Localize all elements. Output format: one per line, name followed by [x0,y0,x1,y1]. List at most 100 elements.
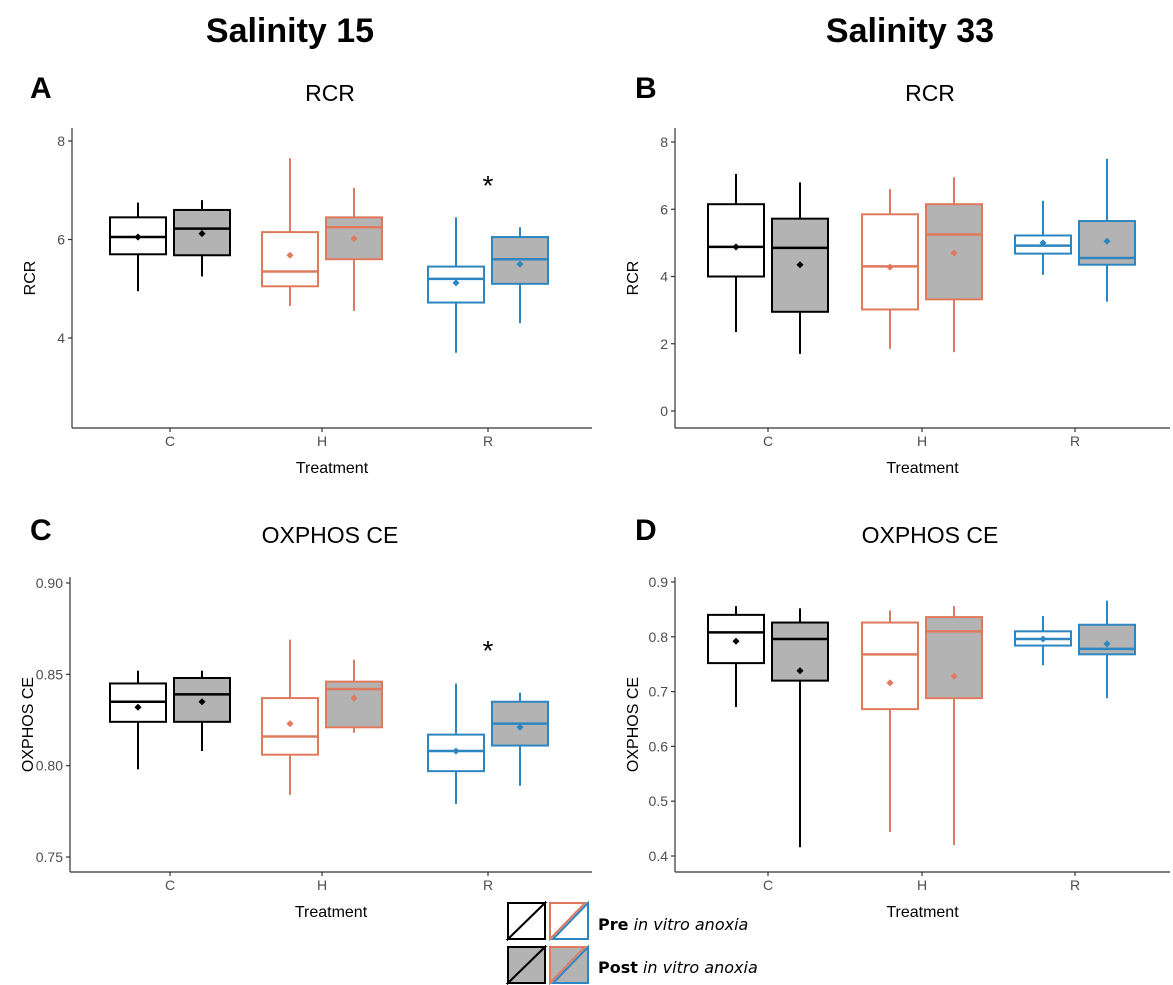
chart-panel-c: 0.75 0.80 0.85 0.90 C H R Treatment OXPHOS CE * [20,575,592,921]
x-tick-label-h: H [317,877,327,893]
x-axis-label: Treatment [886,904,959,921]
box-r-pre [427,683,485,805]
x-tick-label-c: C [763,433,773,449]
legend-post-label: Post in vitro anoxia [598,958,758,977]
box-c-pre [109,202,167,292]
box-h-post [325,659,383,733]
y-tick-label: 0.80 [36,758,63,774]
legend-h-swatch [549,902,588,942]
y-tick-label: 4 [660,269,668,285]
mean-marker [134,233,142,241]
y-tick-label: 0 [660,403,668,419]
legend-pre-swatch [505,900,589,942]
y-tick-label: 0.90 [36,575,63,591]
mean-marker [350,234,358,243]
x-axis-label: Treatment [886,460,959,477]
legend-post-bold: Post [598,958,638,977]
x-tick-label-r: R [1070,433,1080,449]
legend-pre-italic: in vitro anoxia [633,915,749,934]
box-r-pre [427,217,485,353]
mean-marker [950,672,958,680]
mean-marker [950,249,958,257]
mean-marker [286,251,294,259]
legend-swatches [505,900,589,985]
y-tick-label: 2 [660,336,668,352]
y-axis-label: OXPHOS CE [625,677,642,772]
y-tick-label: 8 [57,133,65,149]
box-h-pre [861,610,919,832]
box-h-post [925,177,983,353]
box-h-pre [261,639,319,795]
box-c-post [771,608,829,848]
y-tick-label: 0.7 [649,684,669,700]
box-r-post [491,227,549,324]
mean-marker [732,243,740,251]
legend-c-swatch-back [505,944,546,984]
x-tick-label-h: H [317,433,327,449]
mean-marker [452,279,460,287]
y-tick-label: 4 [57,330,65,346]
legend-c-swatch-back [505,900,546,940]
mean-marker [198,230,206,238]
box-h-post [325,187,383,311]
mean-marker [796,667,804,675]
panel-letter-a: A [30,72,52,105]
mean-marker [198,698,206,706]
legend-pre-bold: Pre [598,915,629,934]
mean-marker [350,694,358,702]
y-tick-label: 0.75 [36,849,63,865]
y-tick-label: 6 [57,232,65,248]
significance-asterisk: * [483,635,494,666]
panel-letter-b: B [635,72,657,105]
box-c-pre [109,670,167,770]
box-r-post [1078,600,1136,699]
panel-letter-c: C [30,514,52,547]
chart-panel-d: 0.4 0.5 0.6 0.7 0.8 0.9 C H R Treatment OXPHOS CE [625,574,1170,921]
x-tick-label-h: H [917,877,927,893]
y-tick-label: 0.6 [649,738,669,754]
mean-marker [516,723,524,731]
left-heading: Salinity 15 [205,12,375,50]
iqr-box [861,213,919,311]
box-h-pre [861,189,919,349]
iqr-box [925,616,983,700]
panel-d-title: OXPHOS CE [861,522,999,548]
x-tick-label-c: C [165,877,175,893]
x-tick-label-r: R [483,433,493,449]
panel-c-title: OXPHOS CE [261,522,399,548]
box-r-post [491,692,549,786]
box-c-pre [707,606,765,707]
box-c-post [173,200,231,277]
legend-r-swatch [550,944,589,984]
box-r-pre [1014,615,1072,666]
y-axis-label: RCR [22,261,39,296]
y-axis-label: OXPHOS CE [20,677,37,772]
box-c-pre [707,173,765,332]
x-tick-label-c: C [763,877,773,893]
y-tick-label: 6 [660,201,668,217]
box-c-post [173,670,231,752]
x-axis-label: Treatment [295,904,368,921]
x-axis-label: Treatment [296,460,369,477]
significance-asterisk: * [483,170,494,201]
iqr-box [861,621,919,711]
mean-marker [886,679,894,687]
mean-marker [732,637,740,645]
box-r-pre [1014,200,1072,275]
iqr-box [427,733,485,773]
iqr-box [261,231,319,288]
x-tick-label-h: H [917,433,927,449]
x-tick-label-r: R [1070,877,1080,893]
panel-a-title: RCR [305,80,355,106]
box-h-pre [261,158,319,306]
chart-panel-a: 4 6 8 C H R Treatment RCR * [22,128,592,477]
legend-post-italic: in vitro anoxia [642,958,758,977]
mean-marker [452,747,460,755]
y-tick-label: 0.9 [649,574,669,590]
y-tick-label: 8 [660,134,668,150]
y-tick-label: 0.4 [649,848,669,864]
panel-b-title: RCR [905,80,955,106]
iqr-box [707,203,765,278]
mean-marker [886,263,894,271]
